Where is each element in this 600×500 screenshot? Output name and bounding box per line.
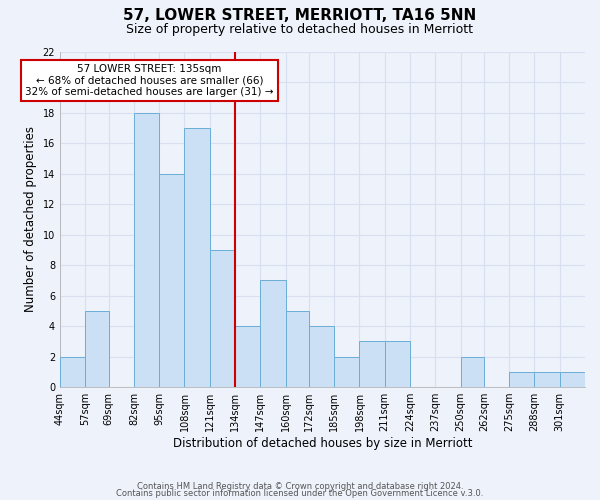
Bar (359, 342, 385, 387)
Bar (509, 372, 535, 387)
Bar (535, 372, 560, 387)
Y-axis label: Number of detached properties: Number of detached properties (24, 126, 37, 312)
Bar (159, 174, 184, 387)
Text: Contains HM Land Registry data © Crown copyright and database right 2024.: Contains HM Land Registry data © Crown c… (137, 482, 463, 491)
Bar (560, 372, 585, 387)
Text: 57, LOWER STREET, MERRIOTT, TA16 5NN: 57, LOWER STREET, MERRIOTT, TA16 5NN (124, 8, 476, 22)
Bar (334, 356, 359, 387)
Bar (309, 326, 334, 387)
Bar (85, 311, 109, 387)
Bar (260, 280, 286, 387)
Bar (184, 128, 210, 387)
Bar (286, 311, 309, 387)
X-axis label: Distribution of detached houses by size in Merriott: Distribution of detached houses by size … (173, 437, 472, 450)
Bar (60, 356, 85, 387)
Bar (134, 112, 159, 387)
Text: Contains public sector information licensed under the Open Government Licence v.: Contains public sector information licen… (116, 488, 484, 498)
Text: Size of property relative to detached houses in Merriott: Size of property relative to detached ho… (127, 22, 473, 36)
Bar (461, 356, 484, 387)
Bar (210, 250, 235, 387)
Text: 57 LOWER STREET: 135sqm
← 68% of detached houses are smaller (66)
32% of semi-de: 57 LOWER STREET: 135sqm ← 68% of detache… (25, 64, 274, 97)
Bar (235, 326, 260, 387)
Bar (385, 342, 410, 387)
